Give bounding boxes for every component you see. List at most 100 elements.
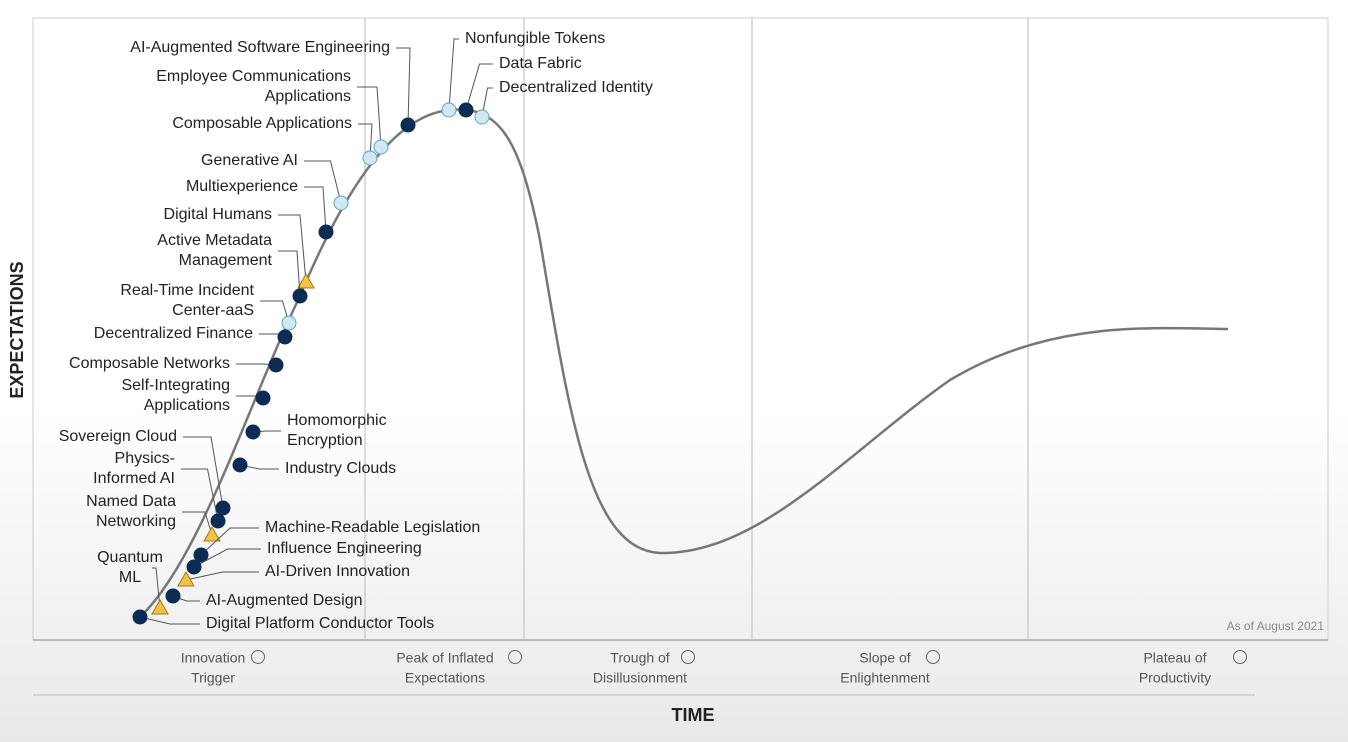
hype-curve	[139, 108, 1229, 618]
node-label: Applications	[265, 88, 351, 105]
info-icon	[926, 650, 940, 664]
node-label: Composable Networks	[69, 355, 230, 372]
leader-line	[481, 87, 493, 118]
node-marker	[400, 117, 416, 133]
nodes: AI-Augmented Software Engineering Employe…	[59, 30, 653, 632]
node-label: Quantum	[97, 549, 163, 566]
node-label: Applications	[144, 397, 230, 414]
node-marker	[193, 547, 209, 563]
phase-label: Expectations	[405, 670, 485, 686]
phase-label: Productivity	[1139, 670, 1211, 686]
node-label: Self-Integrating	[121, 377, 230, 394]
node-marker	[210, 513, 226, 529]
node-label: Named Data	[86, 493, 176, 510]
phases: Innovation Trigger Peak of Inflated Expecta…	[181, 650, 1247, 686]
leader-line	[278, 214, 307, 283]
node-label: Homomorphic	[287, 412, 387, 429]
node-marker	[458, 102, 474, 118]
node-marker	[318, 224, 334, 240]
phase-label: Plateau of	[1143, 650, 1206, 666]
node-label: Data Fabric	[499, 55, 582, 72]
phase-label: Disillusionment	[593, 670, 687, 686]
leader-line	[183, 436, 224, 509]
leader-line	[193, 548, 261, 568]
y-axis-label: EXPECTATIONS	[7, 261, 27, 398]
leader-line	[139, 616, 200, 625]
leader-line	[465, 63, 493, 111]
node-label: Generative AI	[201, 152, 298, 169]
info-icon	[1233, 650, 1247, 664]
node-marker	[132, 609, 148, 625]
node-label: Center-aaS	[172, 302, 254, 319]
leader-line	[200, 527, 259, 556]
phase-label: Trough of	[610, 650, 670, 666]
node-marker	[255, 390, 271, 406]
node-marker	[474, 109, 490, 125]
node-marker	[165, 588, 181, 604]
x-axis-label: TIME	[672, 705, 715, 725]
phase-label: Slope of	[859, 650, 910, 666]
node-marker	[151, 598, 169, 615]
info-icon	[508, 650, 522, 664]
node-marker	[292, 288, 308, 304]
separators	[364, 18, 1029, 640]
node-label: ML	[119, 569, 141, 586]
node-label: Machine-Readable Legislation	[265, 519, 480, 536]
node-label: Digital Platform Conductor Tools	[206, 615, 434, 632]
node-label: Employee Communications	[156, 68, 351, 85]
phase-label: Enlightenment	[840, 670, 930, 686]
node-label: Physics-	[115, 450, 175, 467]
node-marker	[268, 357, 284, 373]
leader-line	[358, 123, 373, 159]
node-marker	[441, 102, 457, 118]
leader-line	[278, 250, 301, 297]
phase-label: Peak of Inflated	[396, 650, 493, 666]
node-label: AI-Augmented Software Engineering	[130, 39, 390, 56]
node-label: Decentralized Identity	[499, 79, 653, 96]
node-marker	[215, 500, 231, 516]
node-label: Nonfungible Tokens	[465, 30, 605, 47]
node-marker	[362, 150, 378, 166]
info-icon	[251, 650, 265, 664]
node-marker	[186, 559, 202, 575]
leader-line	[304, 186, 327, 233]
leader-line	[260, 300, 290, 324]
leader-line	[181, 468, 219, 522]
node-label: Active Metadata	[157, 232, 272, 249]
node-marker	[203, 525, 221, 542]
node-label: Multiexperience	[186, 178, 298, 195]
node-marker	[297, 272, 315, 289]
phase-label: Trigger	[191, 670, 235, 686]
node-marker	[245, 424, 261, 440]
leader-line	[448, 38, 459, 111]
node-label: Decentralized Finance	[94, 325, 253, 342]
node-label: Industry Clouds	[285, 460, 396, 477]
leader-line	[152, 567, 161, 609]
node-label: Informed AI	[93, 470, 175, 487]
node-marker	[232, 457, 248, 473]
leader-line	[182, 511, 213, 536]
note: As of August 2021	[1227, 619, 1325, 633]
leader-line	[304, 160, 342, 204]
node-label: Composable Applications	[172, 115, 352, 132]
leader-line	[396, 47, 411, 126]
leader-line	[357, 86, 382, 148]
node-label: Networking	[96, 513, 176, 530]
node-label: Encryption	[287, 432, 363, 449]
node-label: AI-Augmented Design	[206, 592, 363, 609]
node-label: Real-Time Incident	[120, 282, 254, 299]
node-label: Influence Engineering	[267, 540, 422, 557]
node-label: AI-Driven Innovation	[265, 563, 410, 580]
node-marker	[281, 315, 297, 331]
phase-label: Innovation	[181, 650, 246, 666]
node-label: Management	[179, 252, 273, 269]
leader-line	[185, 571, 259, 581]
node-marker	[333, 195, 349, 211]
node-label: Digital Humans	[164, 206, 272, 223]
node-label: Sovereign Cloud	[59, 428, 177, 445]
node-marker	[177, 570, 195, 587]
node-marker	[373, 139, 389, 155]
info-icon	[681, 650, 695, 664]
